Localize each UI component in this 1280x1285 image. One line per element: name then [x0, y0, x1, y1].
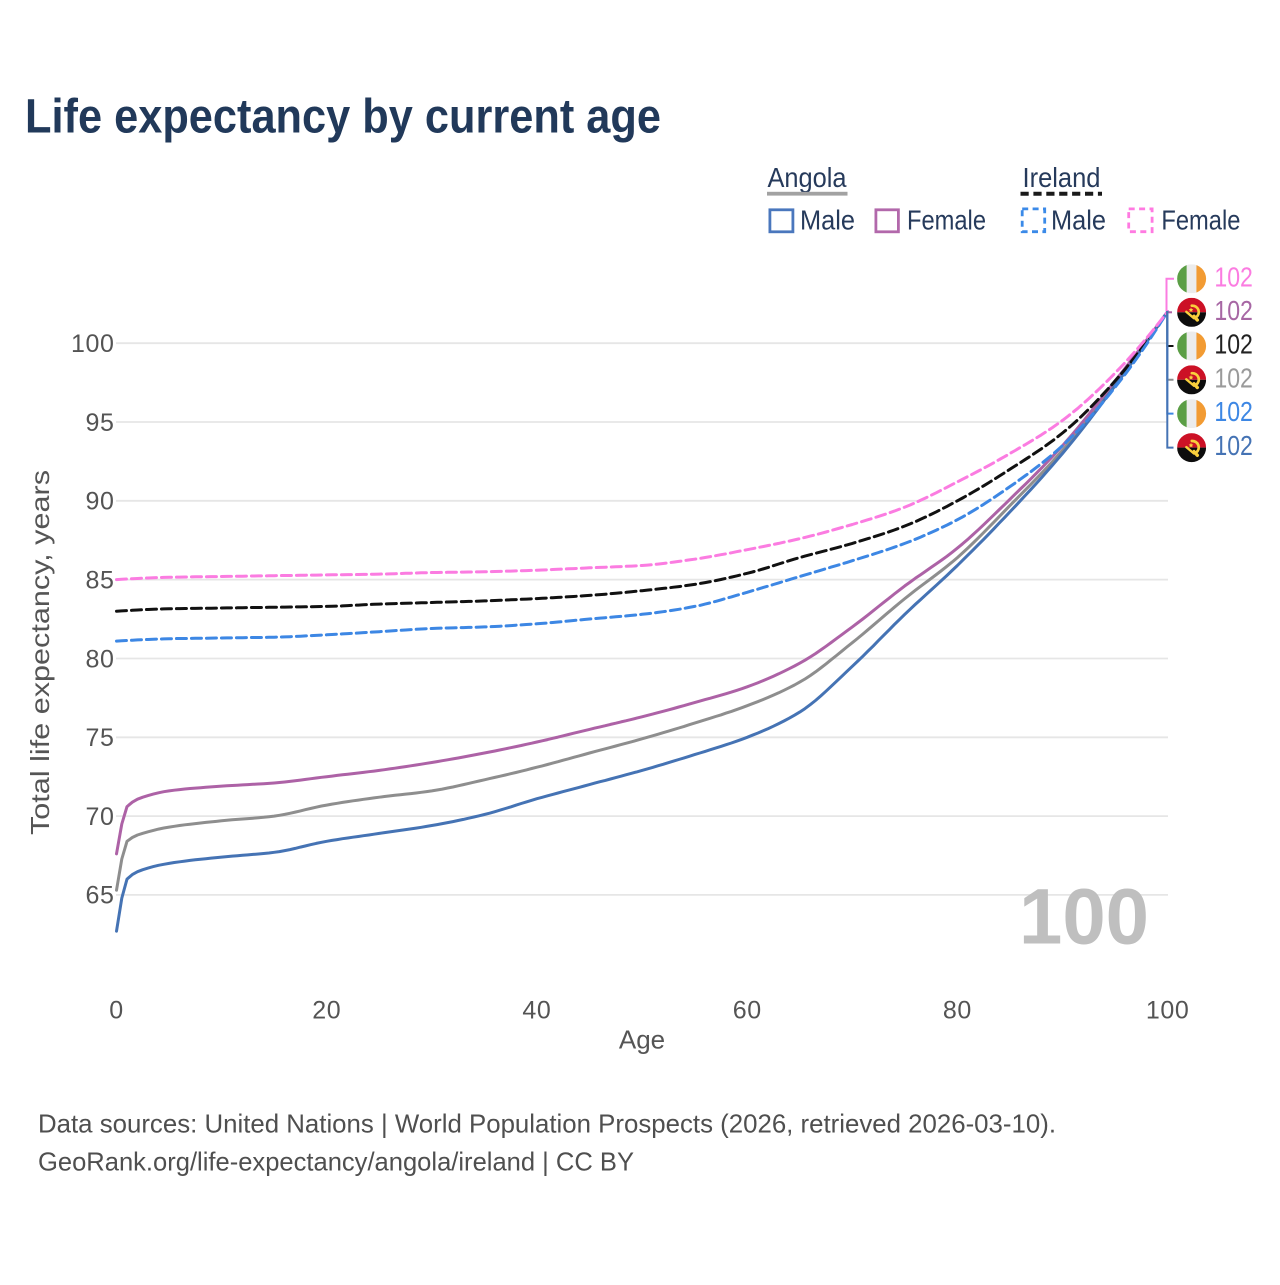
- svg-text:80: 80: [85, 645, 114, 673]
- svg-text:90: 90: [85, 488, 114, 516]
- svg-text:Ireland: Ireland: [1023, 162, 1101, 193]
- svg-text:Total life expectancy, years: Total life expectancy, years: [25, 470, 55, 835]
- svg-text:102: 102: [1214, 430, 1253, 461]
- svg-text:85: 85: [85, 566, 114, 594]
- svg-text:Male: Male: [800, 205, 855, 236]
- svg-text:GeoRank.org/life-expectancy/an: GeoRank.org/life-expectancy/angola/irela…: [38, 1147, 634, 1177]
- svg-text:Age: Age: [619, 1025, 665, 1055]
- svg-text:Angola: Angola: [768, 162, 847, 193]
- svg-text:Data sources: United Nations |: Data sources: United Nations | World Pop…: [38, 1109, 1056, 1139]
- svg-text:65: 65: [85, 882, 114, 910]
- svg-text:20: 20: [312, 997, 341, 1025]
- svg-text:102: 102: [1214, 261, 1253, 292]
- svg-text:Female: Female: [1161, 205, 1240, 236]
- svg-text:102: 102: [1214, 362, 1253, 393]
- svg-text:Life expectancy by current age: Life expectancy by current age: [25, 91, 661, 144]
- svg-text:95: 95: [85, 409, 114, 437]
- svg-text:102: 102: [1214, 329, 1253, 360]
- svg-text:75: 75: [85, 724, 114, 752]
- svg-text:40: 40: [522, 997, 551, 1025]
- svg-text:102: 102: [1214, 396, 1253, 427]
- svg-text:0: 0: [109, 997, 124, 1025]
- svg-text:100: 100: [1019, 872, 1149, 961]
- svg-text:102: 102: [1214, 295, 1253, 326]
- svg-text:Male: Male: [1051, 205, 1106, 236]
- svg-text:100: 100: [1146, 997, 1190, 1025]
- svg-text:Female: Female: [907, 205, 986, 236]
- svg-text:60: 60: [733, 997, 762, 1025]
- svg-text:70: 70: [85, 803, 114, 831]
- svg-text:100: 100: [71, 330, 115, 358]
- svg-text:80: 80: [943, 997, 972, 1025]
